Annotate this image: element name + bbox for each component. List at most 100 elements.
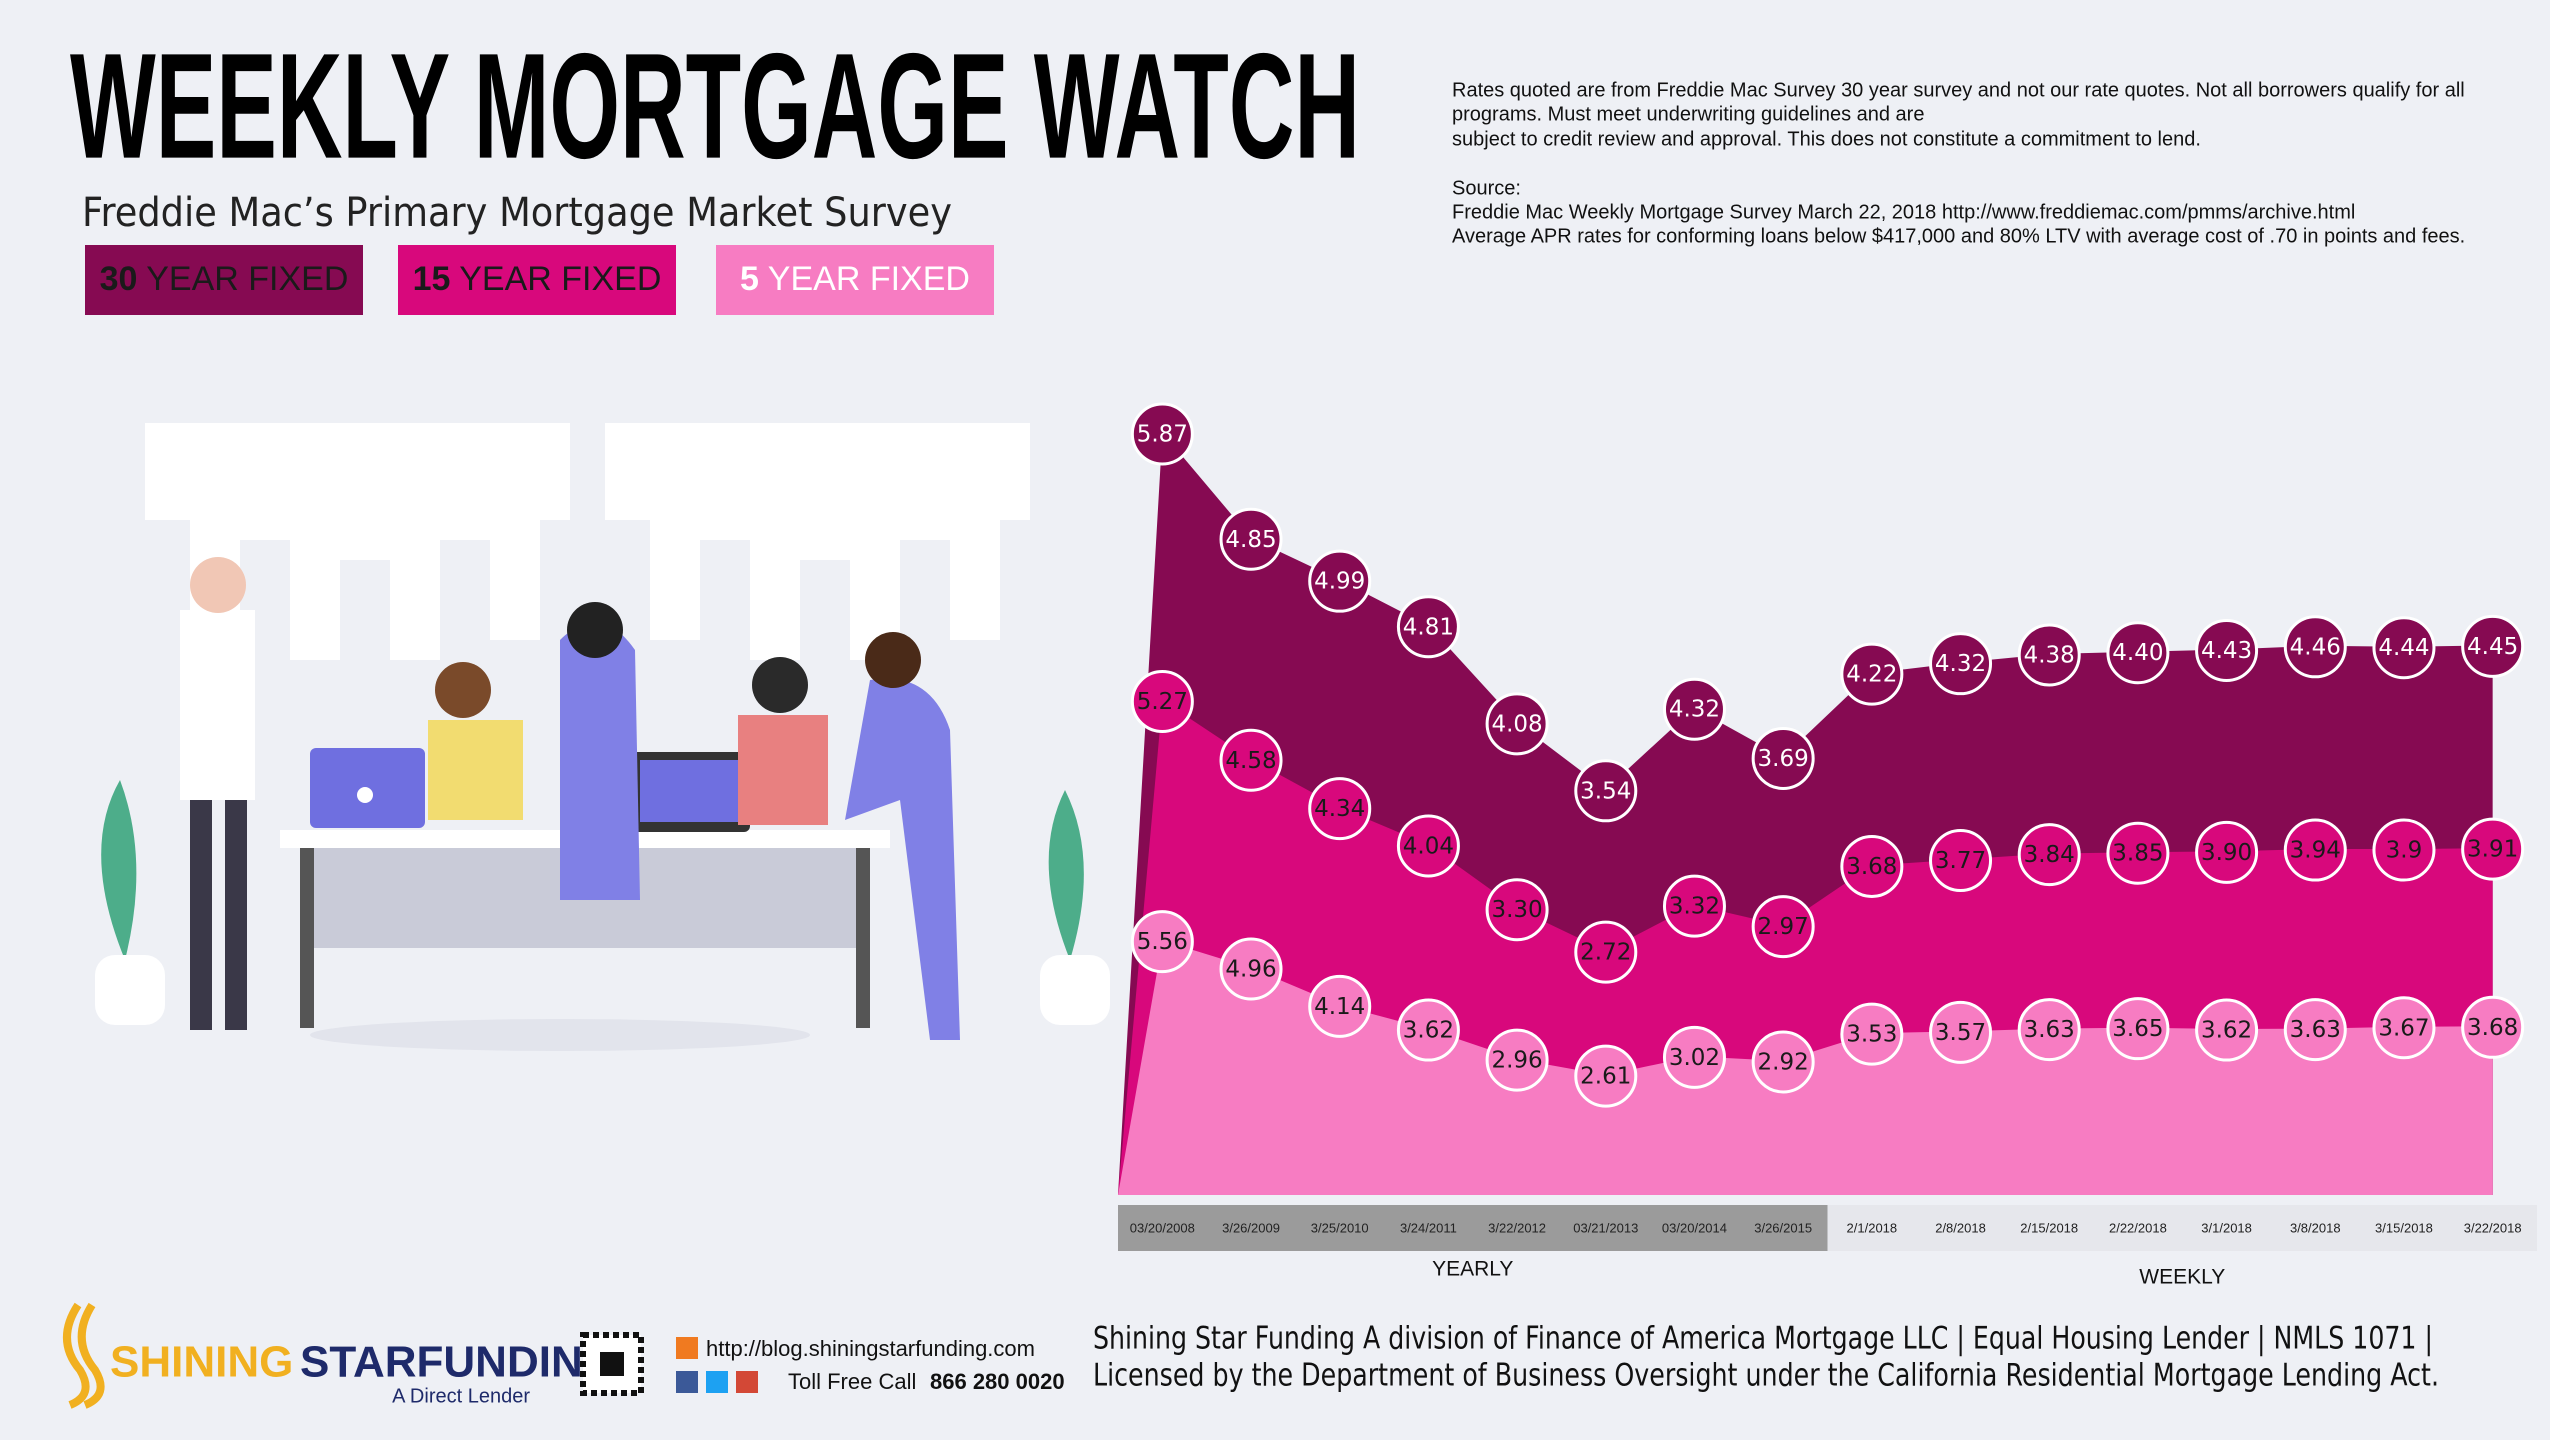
legend-label: 15 YEAR FIXED [413,260,662,298]
data-point [1662,677,1726,741]
data-point [2283,615,2347,679]
data-point [2372,996,2436,1060]
data-point [1219,728,1283,792]
data-point [1574,920,1638,984]
x-tick-label: 2/15/2018 [2020,1220,2078,1235]
x-group-strip [1118,1205,1828,1251]
data-label: 4.85 [1225,527,1276,553]
footer: SHINING STARFUNDING A Direct Lender http… [63,1302,2439,1409]
data-label: 4.38 [2024,643,2075,669]
data-point [1485,1028,1549,1092]
disclaimer-line: programs. Must meet underwriting guideli… [1452,103,1924,125]
data-point [2372,616,2436,680]
x-group-strip [1827,1205,2537,1251]
x-tick-label: 3/8/2018 [2290,1220,2341,1235]
data-label: 5.27 [1137,689,1188,715]
legend: 30 YEAR FIXED 15 YEAR FIXED 5 YEAR FIXED [85,245,994,315]
data-point [1130,402,1194,466]
data-label: 3.53 [1846,1022,1897,1048]
data-label: 5.87 [1137,422,1188,448]
data-point [1308,549,1372,613]
phone: 866 280 0020 [930,1369,1065,1394]
illustration [95,423,1110,1051]
legend-swatch [85,245,363,315]
data-label: 4.58 [1225,748,1276,774]
brand-a: SHINING [110,1338,293,1387]
data-label: 4.14 [1314,994,1365,1020]
data-point [2017,998,2081,1062]
data-label: 3.85 [2112,841,2163,867]
phone-label: Toll Free Call [788,1369,916,1394]
data-label: 3.91 [2467,837,2518,863]
data-label: 3.90 [2201,840,2252,866]
data-point [1751,895,1815,959]
data-label: 3.57 [1935,1020,1986,1046]
data-point [2283,998,2347,1062]
legend-swatch [716,245,994,315]
data-label: 4.22 [1846,662,1897,688]
data-point [1751,1030,1815,1094]
data-point [2017,823,2081,887]
x-tick-label: 3/24/2011 [1400,1220,1457,1235]
x-group-label: YEARLY [1432,1258,1513,1281]
data-label: 4.99 [1314,569,1365,595]
data-point [1308,777,1372,841]
x-tick-label: 3/15/2018 [2375,1220,2433,1235]
data-point [2106,621,2170,685]
data-label: 3.65 [2112,1016,2163,1042]
source-line: Freddie Mac Weekly Mortgage Survey March… [1452,201,2355,223]
data-label: 2.72 [1580,940,1631,966]
data-label: 4.45 [2467,634,2518,660]
data-point [1308,974,1372,1038]
data-point [2106,821,2170,885]
data-label: 3.54 [1580,778,1631,804]
tagline: A Direct Lender [392,1385,530,1407]
data-label: 4.40 [2112,640,2163,666]
data-point [2195,618,2259,682]
data-label: 3.68 [1846,854,1897,880]
data-point [1751,726,1815,790]
data-label: 4.81 [1403,614,1454,640]
data-label: 3.77 [1935,848,1986,874]
data-label: 3.68 [2467,1015,2518,1041]
x-tick-label: 2/8/2018 [1935,1220,1986,1235]
data-label: 5.56 [1137,929,1188,955]
data-label: 4.08 [1491,711,1542,737]
data-point [2017,623,2081,687]
data-point [2372,818,2436,882]
data-label: 3.63 [2290,1017,2341,1043]
data-point [1929,632,1993,696]
data-point [2195,820,2259,884]
x-tick-label: 3/1/2018 [2201,1220,2252,1235]
data-label: 4.44 [2378,635,2429,661]
series-line [1161,433,2493,793]
data-label: 3.63 [2024,1017,2075,1043]
source-line: Average APR rates for conforming loans b… [1452,225,2465,247]
data-label: 4.32 [1935,651,1986,677]
data-point [2283,818,2347,882]
blog-link[interactable]: http://blog.shiningstarfunding.com [706,1336,1035,1361]
disclaimer: Rates quoted are from Freddie Mac Survey… [1452,79,2465,247]
x-tick-label: 03/21/2013 [1573,1220,1638,1235]
data-point [1219,937,1283,1001]
data-label: 3.32 [1669,894,1720,920]
data-point [1662,874,1726,938]
data-label: 3.9 [2386,838,2423,864]
notice-line: Shining Star Funding A division of Finan… [1093,1321,2433,1357]
x-tick-label: 3/22/2018 [2464,1220,2522,1235]
data-label: 3.30 [1491,897,1542,923]
legend-label: 30 YEAR FIXED [100,260,349,298]
x-tick-label: 2/22/2018 [2109,1220,2167,1235]
series-line [1162,940,2493,1078]
brand-b: STARFUNDING [300,1338,617,1387]
data-point [1929,829,1993,893]
data-point [1840,642,1904,706]
source-line: Source: [1452,177,1521,199]
data-label: 4.04 [1403,833,1454,859]
x-tick-label: 03/20/2014 [1662,1220,1727,1235]
data-point [1840,1002,1904,1066]
x-tick-label: 3/26/2009 [1222,1220,1280,1235]
data-label: 2.92 [1758,1049,1809,1075]
data-point [2106,997,2170,1061]
data-point [1574,759,1638,823]
